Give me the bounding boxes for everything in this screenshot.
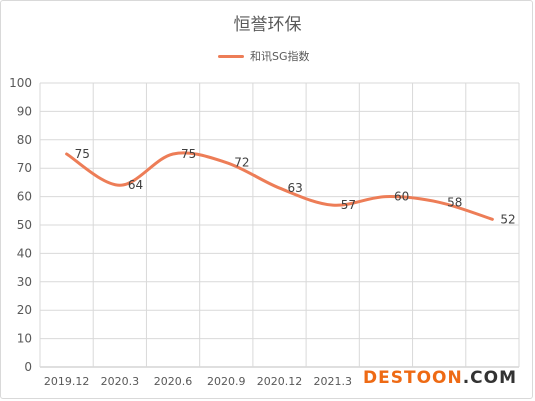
chart-title: 恒誉环保	[233, 15, 302, 35]
x-tick-label: 2021.3	[313, 375, 352, 388]
data-label: 60	[394, 190, 409, 204]
data-point	[331, 204, 334, 207]
data-point	[438, 201, 441, 204]
data-label: 58	[447, 195, 462, 209]
y-tick-label: 0	[24, 360, 32, 374]
data-point	[172, 153, 175, 156]
x-tick-label: 2019.12	[44, 375, 90, 388]
data-label: 75	[75, 147, 90, 161]
data-label: 63	[288, 181, 303, 195]
legend-label: 和讯SG指数	[250, 50, 310, 63]
x-tick-label: 2020.12	[257, 375, 303, 388]
watermark-logo: DESTOON.COM	[363, 368, 518, 388]
data-point	[384, 195, 387, 198]
series-line	[65, 151, 494, 221]
y-tick-label: 70	[17, 161, 32, 175]
y-tick-label: 10	[17, 332, 32, 346]
y-tick-label: 100	[9, 76, 32, 90]
x-tick-label: 2020.9	[207, 375, 246, 388]
y-tick-label: 50	[17, 218, 32, 232]
data-label: 52	[500, 212, 515, 226]
data-label: 72	[234, 156, 249, 170]
legend-swatch	[218, 54, 244, 58]
data-point	[65, 153, 68, 156]
y-tick-label: 80	[17, 133, 32, 147]
data-point	[491, 218, 494, 221]
x-tick-label: 2020.6	[154, 375, 193, 388]
data-label: 57	[341, 198, 356, 212]
data-point	[118, 184, 121, 187]
data-label: 64	[128, 178, 143, 192]
y-tick-label: 40	[17, 246, 32, 260]
data-point	[225, 161, 228, 164]
data-point	[278, 187, 281, 190]
y-tick-label: 60	[17, 190, 32, 204]
y-tick-label: 20	[17, 303, 32, 317]
data-label: 75	[181, 147, 196, 161]
y-tick-label: 90	[17, 104, 32, 118]
y-tick-label: 30	[17, 275, 32, 289]
x-tick-label: 2020.3	[101, 375, 140, 388]
legend: 和讯SG指数	[218, 48, 310, 64]
